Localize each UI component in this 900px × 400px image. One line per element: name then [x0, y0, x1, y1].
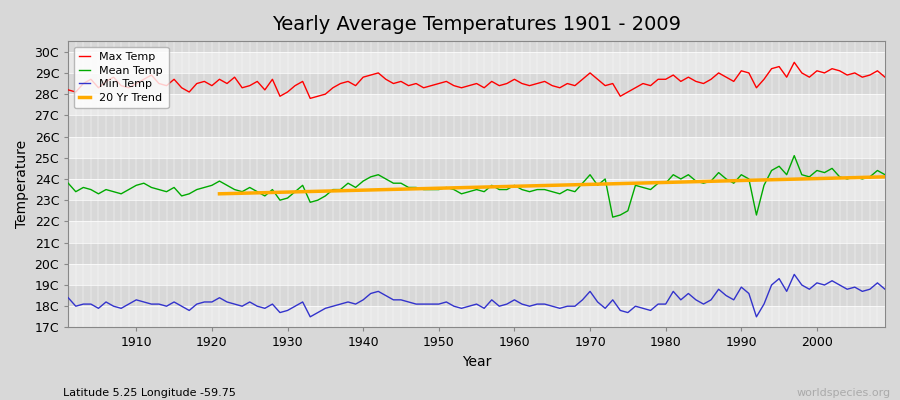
Max Temp	[305, 96, 316, 101]
Mean Temp	[879, 172, 890, 177]
Text: Latitude 5.25 Longitude -59.75: Latitude 5.25 Longitude -59.75	[63, 388, 236, 398]
Mean Temp	[608, 215, 618, 220]
Min Temp	[123, 302, 134, 306]
Mean Temp	[501, 187, 512, 192]
Min Temp	[343, 300, 354, 304]
Min Temp	[517, 302, 527, 306]
X-axis label: Year: Year	[462, 355, 491, 369]
Bar	[68, 94, 885, 115]
Max Temp	[788, 60, 799, 65]
Min Temp	[788, 272, 799, 277]
Max Temp	[509, 77, 520, 82]
Mean Temp	[788, 153, 799, 158]
Max Temp	[879, 75, 890, 80]
Bar	[68, 52, 885, 73]
Bar	[68, 136, 885, 158]
Bar	[68, 242, 885, 264]
Max Temp	[517, 81, 527, 86]
Y-axis label: Temperature: Temperature	[15, 140, 29, 228]
Line: Mean Temp: Mean Temp	[68, 156, 885, 217]
Line: Max Temp: Max Temp	[68, 62, 885, 98]
Mean Temp	[509, 183, 520, 188]
Bar	[68, 221, 885, 242]
Min Temp	[608, 298, 618, 302]
Max Temp	[608, 81, 618, 86]
Max Temp	[290, 83, 301, 88]
Bar	[68, 285, 885, 306]
Bar	[68, 179, 885, 200]
Mean Temp	[335, 187, 346, 192]
Min Temp	[879, 287, 890, 292]
Min Temp	[305, 314, 316, 319]
Bar	[68, 306, 885, 328]
Min Temp	[290, 304, 301, 309]
Mean Temp	[123, 187, 134, 192]
Min Temp	[63, 295, 74, 300]
Title: Yearly Average Temperatures 1901 - 2009: Yearly Average Temperatures 1901 - 2009	[272, 15, 681, 34]
Text: worldspecies.org: worldspecies.org	[796, 388, 891, 398]
Bar	[68, 73, 885, 94]
Mean Temp	[63, 181, 74, 186]
Mean Temp	[599, 176, 610, 181]
Mean Temp	[290, 189, 301, 194]
Max Temp	[343, 79, 354, 84]
Bar	[68, 200, 885, 221]
Legend: Max Temp, Mean Temp, Min Temp, 20 Yr Trend: Max Temp, Mean Temp, Min Temp, 20 Yr Tre…	[74, 47, 168, 108]
Line: Min Temp: Min Temp	[68, 274, 885, 317]
Bar	[68, 264, 885, 285]
Bar	[68, 115, 885, 136]
Max Temp	[123, 85, 134, 90]
Max Temp	[63, 88, 74, 92]
Min Temp	[509, 298, 520, 302]
Bar	[68, 158, 885, 179]
